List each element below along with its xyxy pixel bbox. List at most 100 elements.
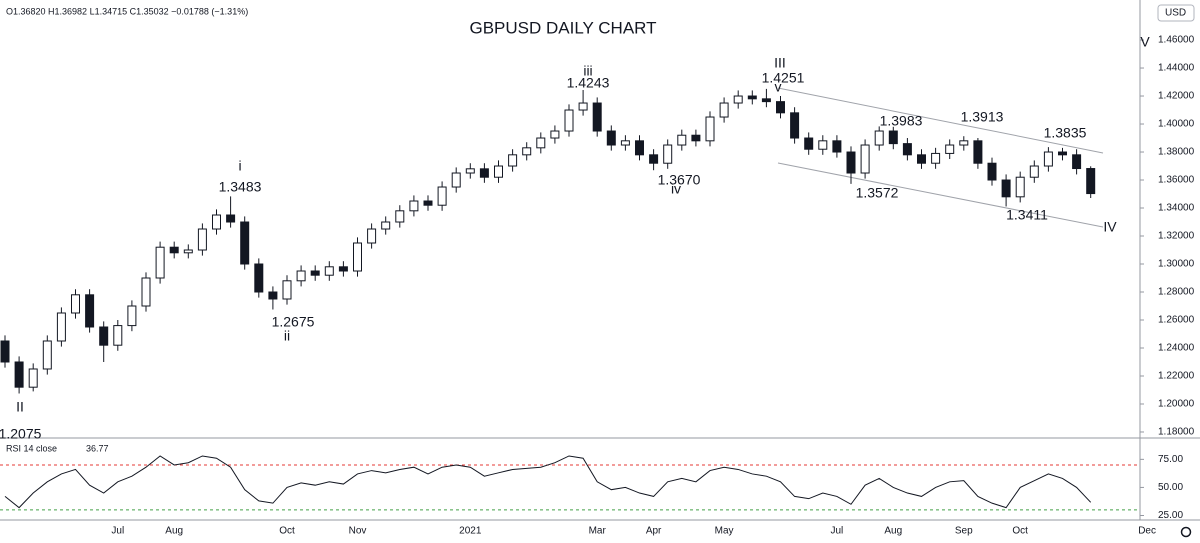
candle-body — [282, 280, 292, 300]
candle-body — [959, 140, 969, 146]
candle-body — [71, 294, 80, 314]
candle-body — [804, 137, 814, 150]
rsi-tick-label: 25.00 — [1158, 510, 1183, 521]
wave-annotation: III — [774, 55, 786, 71]
candle-body — [818, 140, 828, 150]
y-tick-label: 1.18000 — [1158, 427, 1195, 438]
candle-body — [677, 134, 687, 146]
candle-body — [99, 326, 109, 346]
candle-body — [860, 144, 870, 174]
candle-body — [479, 168, 489, 178]
candle-body — [592, 102, 602, 132]
candle-body — [28, 368, 38, 388]
candle-body — [902, 143, 912, 156]
candle-body — [620, 140, 630, 146]
candle-body — [522, 147, 532, 156]
candle-body — [310, 270, 320, 276]
x-tick-label: Sep — [955, 526, 973, 537]
wave-annotation: 1.4251 — [762, 70, 805, 86]
y-tick-label: 1.30000 — [1158, 259, 1195, 270]
candle-body — [649, 154, 659, 164]
candle-body — [691, 134, 701, 142]
wave-annotation: 1.3913 — [961, 109, 1004, 125]
x-tick-label: May — [715, 526, 734, 537]
wave-annotation: 1.3983 — [880, 113, 923, 129]
candle-body — [508, 154, 518, 167]
candle-body — [733, 95, 743, 104]
y-tick-label: 1.36000 — [1158, 175, 1195, 186]
wave-annotation: IV — [1103, 219, 1117, 235]
candle-body — [578, 102, 588, 111]
candle-body — [113, 325, 123, 346]
candle-body — [381, 221, 391, 230]
wave-annotation: 1.4243 — [567, 75, 610, 91]
wave-annotation: II — [16, 399, 24, 415]
wave-annotation: iv — [671, 181, 681, 197]
candle-body — [155, 246, 165, 279]
candle-body — [663, 144, 673, 164]
wave-annotation: i — [238, 158, 241, 174]
candle-body — [846, 151, 856, 174]
rsi-last: 36.77 — [86, 443, 109, 453]
candle-body — [1001, 179, 1011, 198]
wave-annotation: ii — [284, 328, 290, 344]
candle-body — [987, 162, 997, 181]
y-tick-label: 1.32000 — [1158, 231, 1195, 242]
candle-body — [719, 102, 729, 118]
candle-body — [945, 144, 955, 154]
candle-body — [550, 130, 560, 139]
x-tick-label: Oct — [279, 526, 295, 537]
candle-body — [705, 116, 715, 142]
y-tick-label: 1.34000 — [1158, 203, 1195, 214]
candle-body — [790, 112, 800, 139]
candle-body — [1015, 176, 1025, 198]
candle-body — [240, 221, 250, 265]
candle-body — [268, 291, 278, 300]
currency-box[interactable] — [1157, 4, 1195, 22]
wave-annotation: 1.2675 — [272, 314, 315, 330]
candle-body — [1072, 154, 1082, 170]
x-tick-label: Apr — [646, 526, 662, 537]
candle-body — [1086, 168, 1096, 195]
candle-body — [874, 130, 884, 146]
candle-body — [0, 340, 10, 363]
rsi-tick-label: 75.00 — [1158, 454, 1183, 465]
candle-body — [776, 101, 785, 114]
x-tick-label: Aug — [165, 526, 183, 537]
wave-annotation: iii — [583, 63, 592, 79]
candle-body — [367, 228, 377, 244]
candle-body — [324, 266, 334, 276]
candle-body — [761, 98, 771, 103]
candle-body — [747, 95, 757, 100]
candle-body — [226, 214, 236, 223]
candle-body — [536, 137, 546, 149]
candle-body — [254, 263, 264, 293]
candle-body — [1043, 151, 1053, 167]
candle-body — [451, 172, 461, 188]
candle-body — [564, 109, 574, 132]
candle-body — [85, 294, 95, 328]
candle-body — [635, 140, 644, 156]
wave-annotation: V — [1140, 34, 1150, 50]
candle-body — [212, 214, 221, 230]
y-tick-label: 1.26000 — [1158, 315, 1195, 326]
candle-body — [183, 249, 193, 254]
wave-annotation: v — [775, 79, 782, 95]
x-tick-label: Jul — [111, 526, 124, 537]
candle-body — [1058, 151, 1067, 156]
channel-upper — [777, 87, 1104, 154]
candle-body — [296, 270, 306, 282]
wave-annotation: 1.3835 — [1044, 125, 1087, 141]
y-tick-label: 1.20000 — [1158, 399, 1195, 410]
ohlc-header: O1.36820 H1.36982 L1.34715 C1.35032 −0.0… — [6, 6, 248, 16]
candle-body — [888, 130, 898, 145]
candle-body — [127, 305, 137, 327]
settings-icon[interactable] — [1180, 526, 1192, 538]
x-tick-label: Aug — [884, 526, 902, 537]
candle-body — [494, 165, 503, 178]
wave-annotation: 1.3483 — [219, 179, 262, 195]
candle-body — [169, 246, 179, 254]
currency[interactable]: USD — [1165, 8, 1186, 19]
candle-body — [338, 266, 348, 272]
